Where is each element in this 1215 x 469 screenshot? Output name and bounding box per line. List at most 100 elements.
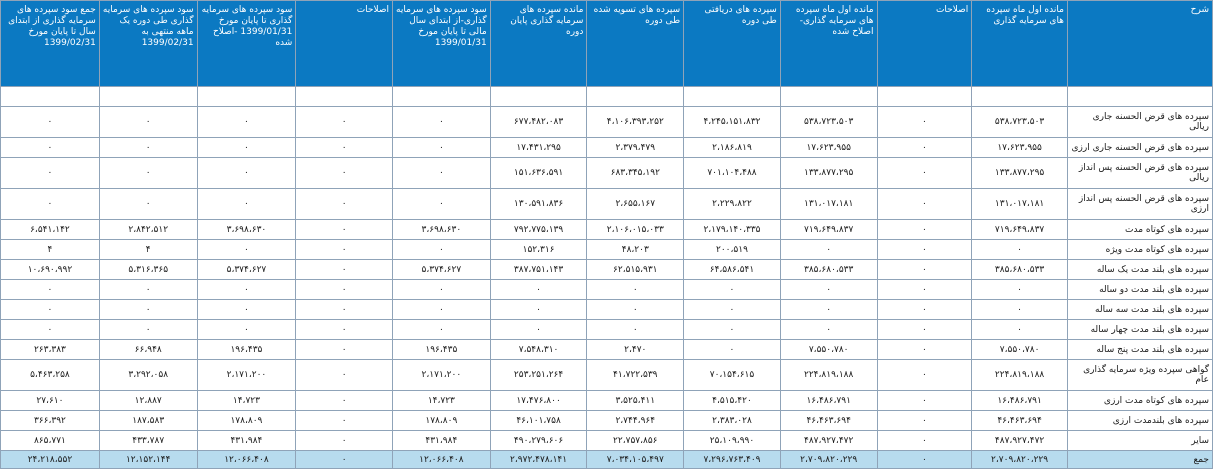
row-value: ۴۸۷،۹۲۷،۴۷۲: [779, 430, 878, 451]
row-value: ۰: [876, 137, 973, 158]
total-value: ۲،۷۰۹،۸۲۰،۲۲۹: [779, 450, 878, 469]
total-value: ۲،۷۰۹،۸۲۰،۲۲۹: [971, 450, 1068, 469]
row-value: ۴۶،۴۶۳،۶۹۴: [779, 410, 878, 431]
row-value: ۶۴،۵۸۶،۵۴۱: [683, 259, 781, 280]
header-adjustments: اصلاحات: [876, 0, 973, 87]
row-value: ۲،۲۲۹،۸۲۲: [683, 188, 781, 220]
row-value: ۱۷،۴۷۶،۸۰۰: [489, 390, 588, 411]
row-value: ۰: [98, 319, 198, 340]
row-value: ۴: [98, 239, 198, 260]
row-value: ۶۷۷،۴۸۲،۰۸۳: [489, 106, 588, 138]
spacer-cell: [0, 86, 100, 107]
row-value: ۰: [876, 299, 973, 320]
row-description: سپرده های قرض الحسنه جاری ریالی: [1066, 106, 1214, 138]
row-value: ۰: [0, 299, 100, 320]
table-row: سپرده های بلند مدت پنج ساله ۷،۵۵۰،۷۸۰ ۰ ۷،۵…: [0, 339, 1214, 360]
row-value: ۰: [295, 359, 393, 391]
row-value: ۳۶۶،۳۹۲: [0, 410, 100, 431]
row-value: ۷۱۹،۶۴۹،۸۳۷: [779, 219, 878, 240]
row-value: ۱۵۱،۶۳۶،۵۹۱: [489, 157, 588, 189]
row-value: ۴۱،۷۲۲،۵۳۹: [586, 359, 685, 391]
row-value: ۱۶،۴۸۶،۷۹۱: [971, 390, 1068, 411]
row-value: ۷۱۹،۶۴۹،۸۳۷: [971, 219, 1068, 240]
row-description: سپرده های کوتاه مدت ارزی: [1066, 390, 1214, 411]
row-value: ۲۲۴،۸۱۹،۱۸۸: [779, 359, 878, 391]
row-description: گواهی سپرده ویژه سرمایه گذاری عام: [1066, 359, 1214, 391]
row-description: سپرده های بلند مدت دو ساله: [1066, 279, 1214, 300]
row-value: ۱۰،۶۹۰،۹۹۲: [0, 259, 100, 280]
row-value: ۳۸۵،۶۸۰،۵۳۳: [779, 259, 878, 280]
row-value: ۳،۲۹۲،۰۵۸: [98, 359, 198, 391]
row-value: ۵،۴۶۳،۲۵۸: [0, 359, 100, 391]
row-value: ۰: [295, 410, 393, 431]
row-value: ۰: [295, 188, 393, 220]
row-value: ۱۳۰،۵۹۱،۸۳۶: [489, 188, 588, 220]
header-description: شرح: [1066, 0, 1214, 87]
row-value: ۱۷،۶۲۳،۹۵۵: [779, 137, 878, 158]
spacer-row: [0, 86, 1214, 107]
row-value: ۰: [779, 239, 878, 260]
header-row: شرح مانده اول ماه سپرده های سرمایه گذاری…: [0, 0, 1214, 87]
row-value: ۰: [489, 279, 588, 300]
row-value: ۰: [196, 299, 297, 320]
row-description: سپرده های قرض الحسنه پس انداز ارزی: [1066, 188, 1214, 220]
row-value: ۰: [392, 188, 491, 220]
header-profit-adjustments: اصلاحات: [295, 0, 393, 87]
row-value: ۶،۵۴۱،۱۴۲: [0, 219, 100, 240]
row-value: ۰: [295, 259, 393, 280]
row-value: ۱۶،۴۸۶،۷۹۱: [779, 390, 878, 411]
row-value: ۲،۱۸۶،۸۱۹: [683, 137, 781, 158]
row-value: ۴۸۷،۹۲۷،۴۷۲: [971, 430, 1068, 451]
spacer-cell: [779, 86, 878, 107]
row-value: ۰: [971, 239, 1068, 260]
row-value: ۰: [392, 319, 491, 340]
row-value: ۰: [876, 279, 973, 300]
row-value: ۱۹۶،۴۳۵: [392, 339, 491, 360]
row-value: ۰: [392, 299, 491, 320]
row-value: ۰: [98, 299, 198, 320]
row-value: ۴۸،۲۰۳: [586, 239, 685, 260]
table-row: گواهی سپرده ویژه سرمایه گذاری عام ۲۲۴،۸۱۹…: [0, 359, 1214, 391]
row-value: ۲،۱۷۹،۱۴۰،۳۳۵: [683, 219, 781, 240]
row-value: ۰: [683, 299, 781, 320]
row-value: ۲،۴۷۰: [586, 339, 685, 360]
row-value: ۰: [295, 157, 393, 189]
row-value: ۰: [196, 279, 297, 300]
table-row: سپرده های بلندمدت ارزی ۴۶،۴۶۳،۶۹۴ ۰ ۴۶،۴۶۳،…: [0, 410, 1214, 431]
row-value: ۰: [876, 188, 973, 220]
row-description: سایر: [1066, 430, 1214, 451]
spacer-cell: [683, 86, 781, 107]
row-value: ۰: [876, 239, 973, 260]
header-profit-adjusted: سود سپرده های سرمایه گذاری تا پایان مورخ…: [196, 0, 297, 87]
row-value: ۳،۶۹۸،۶۳۰: [392, 219, 491, 240]
row-value: ۰: [876, 339, 973, 360]
header-profit-total: جمع سود سپرده های سرمایه گذاری از ابتدای…: [0, 0, 100, 87]
header-opening-balance-adjusted: مانده اول ماه سپرده های سرمایه گذاری- اص…: [779, 0, 878, 87]
header-profit-to-date: سود سپرده های سرمایه گذاری-از ابتدای سال…: [392, 0, 491, 87]
row-value: ۰: [779, 279, 878, 300]
row-value: ۰: [971, 279, 1068, 300]
row-value: ۰: [196, 157, 297, 189]
row-value: ۲۵۳،۲۵۱،۲۶۴: [489, 359, 588, 391]
row-value: ۰: [683, 339, 781, 360]
row-value: ۲،۶۵۵،۱۶۷: [586, 188, 685, 220]
row-value: ۰: [586, 279, 685, 300]
row-value: ۰: [779, 319, 878, 340]
row-value: ۰: [0, 319, 100, 340]
row-description: سپرده های بلند مدت یک ساله: [1066, 259, 1214, 280]
total-value: ۱۲،۱۵۲،۱۴۴: [98, 450, 198, 469]
header-profit-month: سود سپرده های سرمایه گذاری طی دوره یک ما…: [98, 0, 198, 87]
row-value: ۰: [876, 219, 973, 240]
row-value: ۰: [0, 137, 100, 158]
row-value: ۰: [196, 188, 297, 220]
row-value: ۰: [295, 239, 393, 260]
row-value: ۰: [971, 319, 1068, 340]
row-value: ۰: [295, 299, 393, 320]
row-value: ۴،۲۴۵،۱۵۱،۸۳۲: [683, 106, 781, 138]
row-value: ۰: [0, 279, 100, 300]
row-value: ۰: [876, 390, 973, 411]
row-value: ۲،۳۸۳،۰۲۸: [683, 410, 781, 431]
row-description: سپرده های بلند مدت پنج ساله: [1066, 339, 1214, 360]
table-row: سپرده های قرض الحسنه جاری ریالی ۵۳۸،۷۲۳،۵…: [0, 106, 1214, 138]
spacer-cell: [392, 86, 491, 107]
